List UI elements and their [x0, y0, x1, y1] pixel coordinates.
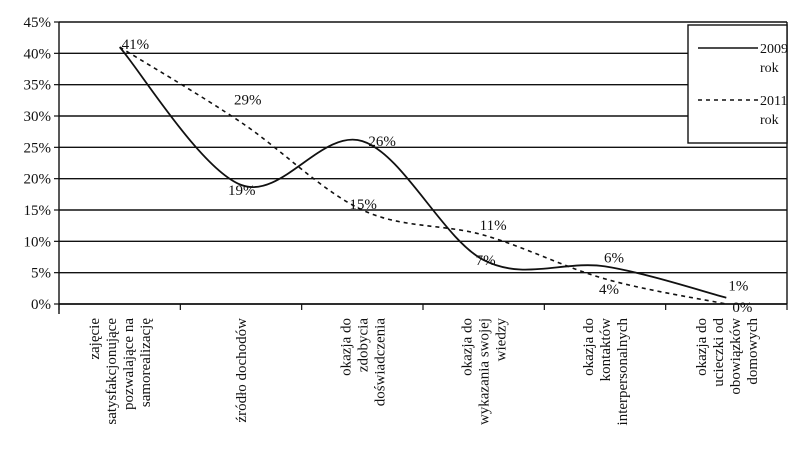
y-tick-label: 35%: [24, 78, 52, 94]
legend: 2009 rok 2011 rok: [687, 24, 788, 144]
x-tick-label: domowych: [745, 318, 761, 385]
legend-label: 2009: [760, 42, 788, 57]
y-tick-label: 5%: [31, 266, 51, 282]
y-tick-label: 40%: [24, 46, 52, 62]
gridlines: [59, 21, 787, 305]
x-tick-label: ucieczki od: [711, 318, 727, 387]
x-tick-label: źródło dochodów: [234, 318, 250, 423]
x-tick-label: kontaktów: [598, 318, 614, 381]
data-label: 1%: [728, 279, 748, 295]
y-tick-label: 10%: [24, 234, 52, 250]
data-label: 4%: [599, 282, 619, 298]
x-tick-label: doświadczenia: [372, 318, 388, 407]
legend-label: rok: [760, 61, 779, 76]
y-tick-label: 15%: [24, 203, 52, 219]
data-label: 11%: [480, 218, 507, 234]
data-label: 41%: [122, 37, 149, 53]
data-label: 29%: [234, 92, 262, 108]
y-tick-label: 45%: [24, 15, 52, 31]
data-label: 0%: [732, 300, 752, 316]
legend-box: [687, 24, 788, 144]
data-label: 6%: [604, 250, 624, 266]
data-label: 19%: [228, 183, 256, 199]
x-tick-label: okazja do: [460, 318, 476, 376]
series-line-0: [119, 46, 727, 299]
series-lines: [119, 46, 727, 305]
x-tick-label: okazja do: [581, 318, 597, 376]
x-tick-label: zajęcie: [87, 318, 103, 360]
y-axis: 0% 5% 10% 15% 20% 25% 30% 35% 40% 45%: [24, 15, 60, 314]
y-tick-label: 0%: [31, 297, 51, 313]
y-tick-label: 25%: [24, 140, 52, 156]
x-tick-label: satysfakcjonujące: [104, 318, 120, 425]
legend-label: rok: [760, 113, 779, 128]
series-line-1: [119, 46, 727, 305]
x-tick-label: wiedzy: [494, 318, 510, 362]
x-tick-label: okazja do: [338, 318, 354, 376]
data-label: 7%: [476, 253, 496, 269]
x-tick-label: zdobycia: [355, 318, 371, 372]
data-labels: 41% 19% 26% 7% 6% 1% 29% 15% 11% 4% 0%: [122, 37, 753, 316]
y-tick-label: 20%: [24, 172, 52, 188]
data-label: 15%: [349, 197, 377, 213]
x-tick-label: interpersonalnych: [615, 318, 631, 426]
y-tick-label: 30%: [24, 109, 52, 125]
x-tick-label: samorealizację: [138, 318, 154, 407]
x-tick-label: pozwalające na: [121, 318, 137, 410]
legend-label: 2011: [760, 94, 787, 109]
x-tick-label: wykazania swojej: [477, 318, 493, 425]
data-label: 26%: [368, 134, 396, 150]
x-tick-label: obowiązków: [728, 318, 744, 395]
x-tick-label: okazja do: [694, 318, 710, 376]
x-axis: zajęcie satysfakcjonujące pozwalające na sa…: [58, 22, 788, 426]
